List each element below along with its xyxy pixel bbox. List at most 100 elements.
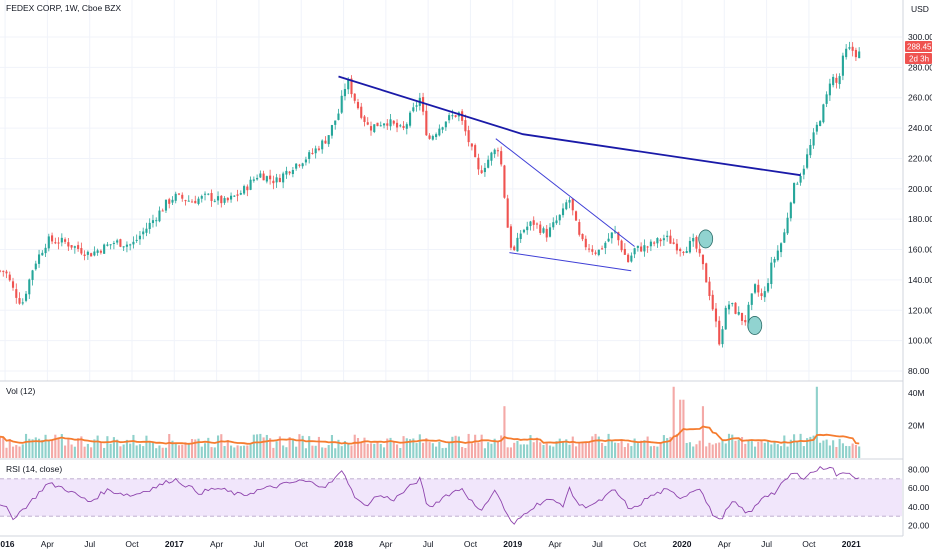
volume-bar (786, 446, 789, 458)
candle-body (308, 152, 311, 159)
volume-bar (347, 444, 350, 458)
candle-body (285, 170, 288, 175)
countdown-tag: 2d 3h (905, 53, 932, 64)
volume-bar (73, 446, 76, 458)
candle-body (675, 243, 678, 251)
time-axis[interactable]: 2016 Apr Jul Oct 2017 Apr Jul Oct 2018 Apr Jul Oct 2… (0, 539, 861, 549)
volume-bar (96, 435, 99, 458)
candle-body (382, 123, 386, 126)
rsi-tick-label: 80.00 (908, 464, 930, 474)
pivot-markers[interactable] (698, 229, 763, 335)
volume-bar (317, 436, 320, 458)
candle-body (545, 228, 548, 238)
candle-body (252, 179, 255, 181)
volume-bar (474, 434, 477, 458)
candle-body (718, 320, 721, 345)
trendlines[interactable] (338, 75, 801, 272)
candle-body (435, 134, 438, 138)
candle-body (669, 235, 672, 244)
volume-bar (448, 442, 451, 458)
volume-bar (620, 439, 623, 458)
candle-body (819, 121, 822, 126)
candle-body (103, 244, 106, 254)
volume-bar (415, 443, 418, 458)
rsi-title: RSI (14, close) (6, 464, 62, 474)
candle-body (565, 202, 568, 210)
volume-bar (116, 439, 119, 458)
volume-bar (138, 444, 141, 458)
candle-body (239, 193, 242, 195)
time-tick-label: Jul (253, 539, 264, 549)
candle-body (552, 222, 555, 228)
candle-body (535, 223, 539, 225)
candle-body (610, 232, 613, 239)
volume-bar (298, 434, 301, 458)
volume-bar (181, 444, 184, 458)
candle-body (574, 211, 578, 221)
volume-bar (308, 436, 311, 458)
volume-bar (477, 442, 480, 458)
volume-bar (516, 440, 519, 458)
volume-bar (766, 440, 770, 458)
candle-body (90, 253, 93, 257)
volume-tick-label: 40M (908, 388, 925, 398)
volume-bar (256, 434, 259, 458)
volume-bar (83, 446, 86, 458)
candle-body (295, 163, 298, 169)
candle-body (682, 251, 685, 253)
volume-bar (545, 443, 548, 458)
candle-body (731, 303, 734, 305)
candle-body (0, 270, 2, 272)
candle-body (496, 150, 499, 152)
volume-bar (649, 446, 652, 458)
volume-bar (249, 444, 252, 458)
volume-bar (740, 437, 744, 458)
volume-bar (213, 447, 216, 458)
candle-body (330, 125, 334, 136)
rsi-tick-label: 60.00 (908, 483, 930, 493)
price-tick-label: 300.00 (908, 32, 932, 42)
candle-body (740, 312, 744, 321)
volume-bar (18, 446, 21, 458)
candle-body (145, 228, 148, 233)
candle-body (314, 148, 317, 154)
candle-body (506, 198, 509, 228)
candle-body (119, 239, 122, 247)
candle-body (142, 231, 145, 235)
candle-body (646, 246, 649, 248)
candle-body (441, 127, 444, 130)
volume-bar (662, 435, 665, 458)
candle-body (744, 320, 747, 323)
volume-bar (848, 446, 851, 458)
volume-bar (376, 441, 379, 458)
volume-bar (93, 439, 96, 458)
volume-bar (548, 445, 552, 458)
candle-body (311, 152, 314, 154)
volume-bar (70, 444, 73, 458)
candle-body (835, 77, 838, 83)
volume-bar (506, 447, 509, 458)
volume-bar (467, 433, 470, 458)
volume-bar (688, 442, 691, 458)
candle-body (786, 217, 789, 234)
price-axis[interactable]: 80.00 100.00 120.00 140.00 160.00 180.00 200.0… (908, 32, 932, 376)
candle-body (21, 302, 24, 304)
volume-bar (321, 447, 324, 458)
candle-body (220, 195, 223, 204)
volume-bar (168, 433, 171, 458)
volume-bar (838, 438, 841, 458)
candle-body (282, 173, 285, 183)
candle-body (272, 180, 275, 184)
volume-bar (542, 445, 545, 458)
volume-bar (705, 446, 708, 458)
candle-body (190, 201, 194, 203)
candle-body (548, 227, 552, 237)
time-tick-label: Apr (210, 539, 223, 549)
candle-body (194, 200, 197, 204)
price-tick-label: 200.00 (908, 184, 932, 194)
volume-tick-label: 20M (908, 421, 925, 431)
time-tick-label: Jul (761, 539, 772, 549)
candle-body (28, 279, 31, 295)
candle-body (389, 119, 392, 127)
